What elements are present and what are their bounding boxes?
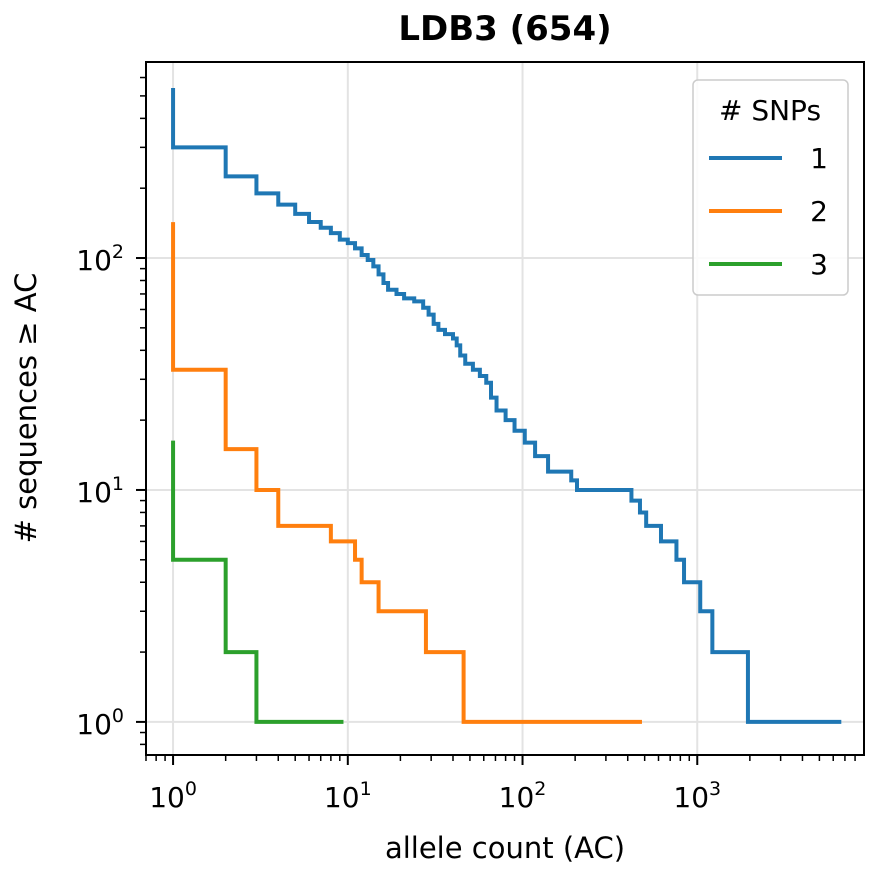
legend-label-2: 2 [810, 195, 828, 228]
legend-title: # SNPs [719, 94, 821, 127]
legend: # SNPs 1 2 3 [692, 79, 849, 296]
x-tick-label: 103 [673, 778, 721, 814]
y-axis-label: # sequences ≥ AC [9, 273, 43, 544]
y-axis-ticks: 100 101 102 [76, 76, 146, 746]
x-axis-label: allele count (AC) [385, 831, 625, 865]
x-tick-label: 101 [324, 778, 372, 814]
x-axis-ticks: 100 101 102 103 [145, 755, 856, 814]
y-tick-label: 100 [76, 705, 124, 741]
y-tick-label: 102 [76, 241, 124, 277]
chart-title: LDB3 (654) [398, 9, 611, 49]
x-tick-label: 102 [499, 778, 547, 814]
series-line-3 [171, 440, 344, 724]
legend-label-3: 3 [810, 248, 828, 281]
x-tick-label: 100 [149, 778, 197, 814]
series-line-2 [171, 222, 642, 724]
series-line-1 [171, 88, 842, 724]
series-lines [171, 88, 842, 724]
legend-label-1: 1 [810, 142, 828, 175]
legend-box [692, 79, 849, 296]
y-tick-label: 101 [76, 473, 124, 509]
